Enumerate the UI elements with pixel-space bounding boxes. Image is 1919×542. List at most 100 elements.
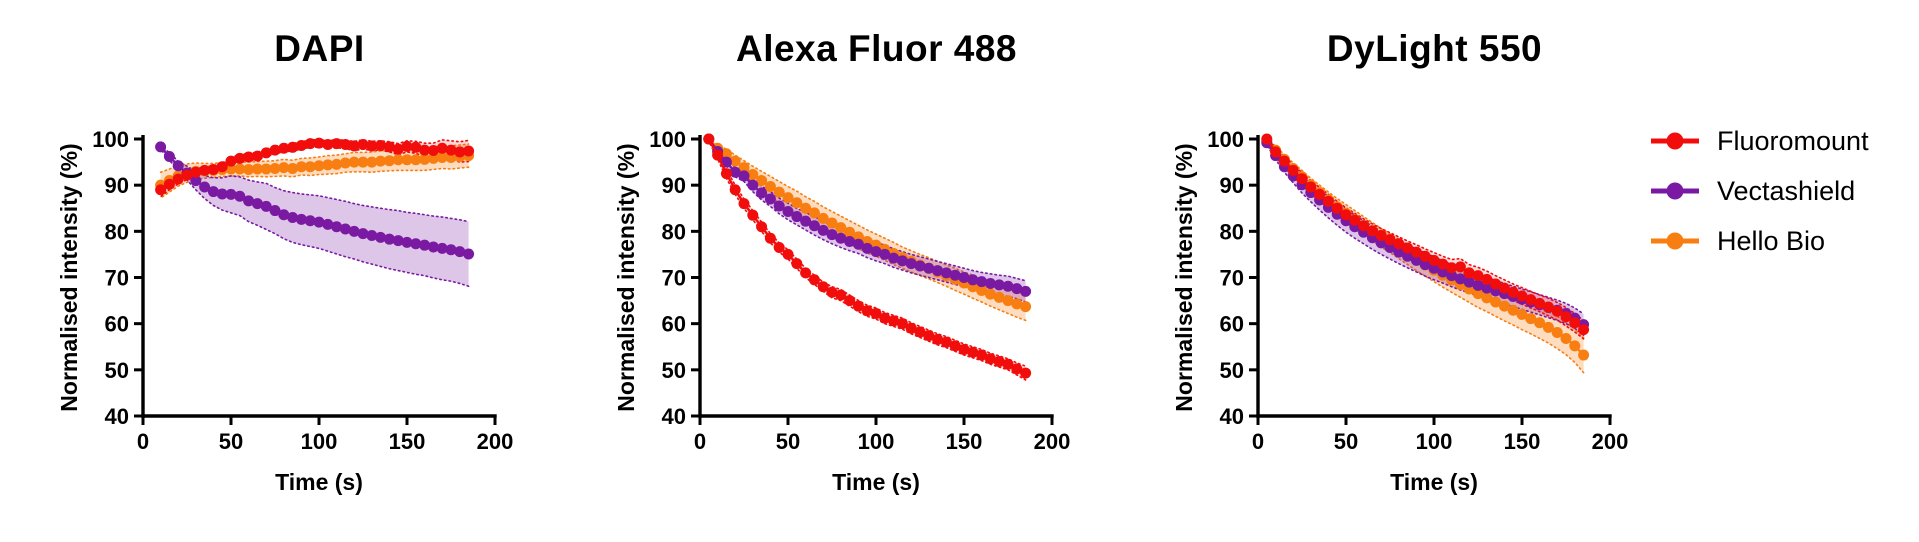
vectashield-point <box>1384 241 1396 253</box>
fluoromount-point <box>278 142 290 154</box>
vectashield-point <box>888 252 900 264</box>
fluoromount-point <box>392 143 404 155</box>
fluoromount-point <box>756 221 768 233</box>
fluoromount-marker-icon <box>1651 132 1699 150</box>
hello-bio-point <box>375 155 387 167</box>
y-tick-label: 90 <box>105 173 129 198</box>
fluoromount-point <box>782 248 794 260</box>
hello-bio-point <box>1011 298 1023 310</box>
hello-bio-point <box>410 154 422 166</box>
vectashield-point <box>287 211 299 223</box>
fluoromount-point <box>401 140 413 152</box>
fluoromount-point <box>1287 164 1299 176</box>
fluoromount-point <box>844 295 856 307</box>
fluoromount-point <box>216 161 228 173</box>
x-tick-label: 0 <box>137 429 149 454</box>
x-tick-label: 100 <box>1416 429 1453 454</box>
hello-bio-point <box>427 152 439 164</box>
fluoromount-point <box>1366 225 1378 237</box>
hello-bio-point <box>243 163 255 175</box>
vectashield-point <box>322 218 334 230</box>
vectashield-point <box>445 244 457 256</box>
hello-bio-point <box>1551 326 1563 338</box>
fluoromount-point <box>1560 311 1572 323</box>
x-tick-label: 200 <box>1592 429 1629 454</box>
x-axis-title: Time (s) <box>275 469 363 495</box>
x-tick-label: 200 <box>477 429 514 454</box>
vectashield-point <box>1454 273 1466 285</box>
fluoromount-point <box>703 133 715 145</box>
hello-bio-point <box>835 222 847 234</box>
fluoromount-point <box>1314 188 1326 200</box>
fluoromount-point <box>984 353 996 365</box>
vectashield-point <box>1446 270 1458 282</box>
y-tick-label: 50 <box>662 358 686 383</box>
hello-bio-point <box>826 217 838 229</box>
y-tick-label: 70 <box>105 266 129 291</box>
fluoromount-point <box>1011 363 1023 375</box>
hello-bio-point <box>756 175 768 187</box>
vectashield-error-band-upper-edge <box>708 136 1027 282</box>
hello-bio-point <box>1569 340 1581 352</box>
fluoromount-error-band-upper-edge <box>1266 135 1585 322</box>
vectashield-point <box>269 205 281 217</box>
fluoromount-point <box>1410 246 1422 258</box>
hello-bio-point <box>844 226 856 238</box>
fluoromount-point <box>896 318 908 330</box>
fluoromount-point <box>155 184 167 196</box>
vectashield-point <box>234 190 246 202</box>
vectashield-point <box>313 216 325 228</box>
hello-bio-error-band-upper-edge <box>708 136 1027 294</box>
vectashield-point <box>782 205 794 217</box>
vectashield-point <box>852 238 864 250</box>
vectashield-point <box>923 262 935 274</box>
vectashield-point <box>949 269 961 281</box>
fluoromount-point <box>914 326 926 338</box>
hello-bio-point <box>295 161 307 173</box>
hello-bio-point <box>357 156 369 168</box>
fluoromount-point <box>773 241 785 253</box>
vectashield-point <box>251 198 263 210</box>
vectashield-point <box>1463 276 1475 288</box>
fluoromount-point <box>207 163 219 175</box>
x-tick-label: 50 <box>776 429 800 454</box>
legend-marker-dot <box>1666 132 1684 150</box>
x-tick-label: 100 <box>858 429 895 454</box>
fluoromount-point <box>331 138 343 150</box>
fluoromount-point <box>835 289 847 301</box>
fluoromount-point <box>1002 358 1014 370</box>
hello-bio-point <box>1481 292 1493 304</box>
vectashield-point <box>225 188 237 200</box>
chart-plot-alexa-fluor-488: 40 50 60 70 80 90 100 0 50 100 150 200 Normalised in… <box>613 127 1070 495</box>
vectashield-point <box>729 166 741 178</box>
fluoromount-point <box>747 209 759 221</box>
fluoromount-point <box>163 178 175 190</box>
chart-panel-dylight-550: DyLight 550 40 50 60 70 80 90 100 0 50 100 150 200 N… <box>1155 16 1700 542</box>
y-tick-label: 40 <box>662 404 686 429</box>
fluoromount-point <box>1525 294 1537 306</box>
fluoromount-point <box>712 149 724 161</box>
chart-title-dapi: DAPI <box>274 28 365 69</box>
vectashield-point <box>738 170 750 182</box>
vectashield-point <box>932 265 944 277</box>
fluoromount-error-band-upper-edge <box>159 138 470 184</box>
vectashield-point <box>905 258 917 270</box>
legend-marker-dot <box>1666 182 1684 200</box>
fluoromount-point <box>269 144 281 156</box>
vectashield-point <box>861 242 873 254</box>
vectashield-point <box>172 160 184 172</box>
hello-bio-point <box>1534 317 1546 329</box>
vectashield-point <box>1402 250 1414 262</box>
fluoromount-point <box>764 232 776 244</box>
vectashield-point <box>844 235 856 247</box>
vectashield-point <box>870 246 882 258</box>
legend-label-fluoromount: Fluoromount <box>1717 125 1869 156</box>
fluoromount-error-band-lower-edge <box>708 140 1027 381</box>
fluoromount-point <box>1270 146 1282 158</box>
fluoromount-point <box>427 145 439 157</box>
vectashield-point <box>1410 254 1422 266</box>
hello-bio-point <box>1516 308 1528 320</box>
vectashield-point <box>773 200 785 212</box>
vectashield-point <box>791 211 803 223</box>
y-tick-label: 80 <box>105 219 129 244</box>
